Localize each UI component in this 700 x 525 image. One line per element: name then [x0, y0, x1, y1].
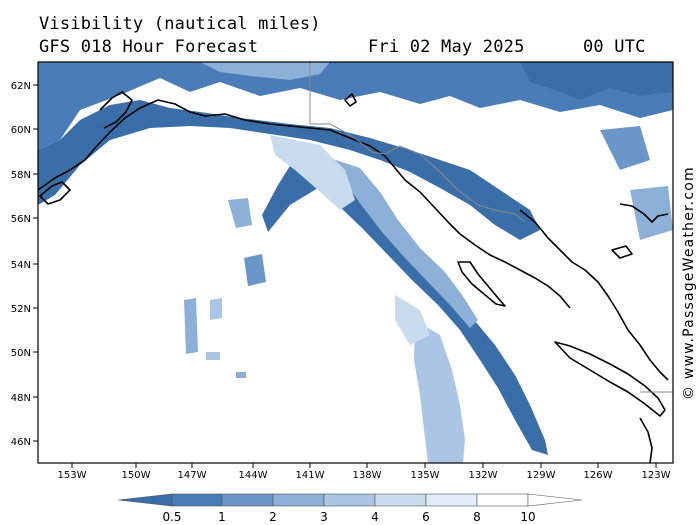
- colorbar-segment: [272, 493, 325, 507]
- longitude-ticks: 153W 150W 147W 144W 141W 138W 135W 132W …: [58, 463, 671, 481]
- border-alaska-yukon: [309, 62, 526, 223]
- lon-label: 153W: [58, 470, 87, 481]
- colorbar-label: 10: [520, 510, 535, 524]
- coastline-vancouver-island: [554, 341, 666, 417]
- colorbar-label: 0.5: [162, 510, 181, 524]
- colorbar-label: 3: [320, 510, 328, 524]
- colorbar-segment: [323, 493, 376, 507]
- lat-label: 62N: [11, 81, 31, 92]
- low-vis-north-band: [38, 62, 673, 150]
- lon-label: 135W: [411, 470, 440, 481]
- coastline: [38, 91, 669, 463]
- lat-label: 46N: [11, 437, 31, 448]
- lat-label: 58N: [11, 170, 31, 181]
- coastline-haida-gwaii: [457, 261, 506, 307]
- lon-label: 138W: [353, 470, 382, 481]
- map-title: Visibility (nautical miles): [39, 14, 321, 34]
- forecast-date: Fri 02 May 2025: [368, 37, 525, 57]
- low-vis-patch-3: [184, 298, 198, 354]
- low-vis-south-lighter: [395, 295, 430, 345]
- watermark: © www.PassageWeather.com: [681, 166, 697, 400]
- map-frame: [37, 61, 674, 464]
- low-vis-patch-5: [206, 352, 220, 360]
- low-vis-north-light: [200, 62, 330, 80]
- coastline-washington: [639, 417, 653, 463]
- colorbar-label: 2: [269, 510, 277, 524]
- colorbar-label: 6: [422, 510, 430, 524]
- colorbar-segment: [221, 493, 274, 507]
- low-vis-patch-1: [228, 198, 252, 228]
- coastline-kodiak: [39, 181, 71, 205]
- low-vis-patch-4: [210, 298, 222, 320]
- low-vis-south-band: [414, 320, 465, 463]
- colorbar-label: 8: [473, 510, 481, 524]
- political-border: [309, 62, 673, 393]
- colorbar-label: 1: [218, 510, 226, 524]
- colorbar-segment: [476, 493, 529, 507]
- colorbar-segment: [425, 493, 478, 507]
- low-vis-patch-7: [600, 126, 650, 170]
- lon-label: 141W: [296, 470, 325, 481]
- coastline-cook-inlet: [99, 91, 133, 129]
- lon-label: 123W: [642, 470, 671, 481]
- lon-label: 132W: [469, 470, 498, 481]
- low-vis-northeast-patch: [520, 62, 673, 100]
- visibility-field: [38, 62, 673, 463]
- lon-label: 144W: [239, 470, 268, 481]
- coastline-east-islands: [619, 203, 669, 223]
- lat-label: 56N: [11, 214, 31, 225]
- colorbar-segment: [527, 493, 583, 507]
- coastline-alaska: [38, 99, 571, 309]
- coastline-bc: [519, 209, 669, 381]
- forecast-hour: 00 UTC: [583, 37, 646, 57]
- low-vis-alaska-coast: [38, 100, 540, 240]
- lon-label: 126W: [584, 470, 613, 481]
- low-vis-gulf-plume: [262, 150, 548, 455]
- colorbar-segment: [374, 493, 427, 507]
- lat-label: 54N: [11, 260, 31, 271]
- latitude-ticks: 62N 60N 58N 56N 54N 52N 50N 48N 46N: [11, 81, 38, 448]
- coastline-inland-lake: [344, 93, 357, 107]
- lat-label: 52N: [11, 304, 31, 315]
- low-vis-patch-6: [236, 372, 246, 378]
- colorbar-segment: [117, 493, 173, 507]
- lat-label: 48N: [11, 393, 31, 404]
- lat-label: 50N: [11, 348, 31, 359]
- lon-label: 147W: [178, 470, 207, 481]
- colorbar-segment: [171, 493, 223, 507]
- colorbar-label: 4: [371, 510, 379, 524]
- lon-label: 129W: [527, 470, 556, 481]
- forecast-subtitle: GFS 018 Hour Forecast: [39, 37, 259, 57]
- low-vis-patch-2: [244, 254, 266, 286]
- low-vis-plume-light: [330, 158, 478, 328]
- coastline-east-island-2: [611, 245, 633, 259]
- lon-label: 150W: [122, 470, 151, 481]
- lat-label: 60N: [11, 125, 31, 136]
- low-vis-patch-8: [630, 186, 673, 240]
- low-vis-plume-lighter: [270, 135, 355, 210]
- colorbar: 0.5 1 2 3 4 6 8 10: [117, 493, 583, 524]
